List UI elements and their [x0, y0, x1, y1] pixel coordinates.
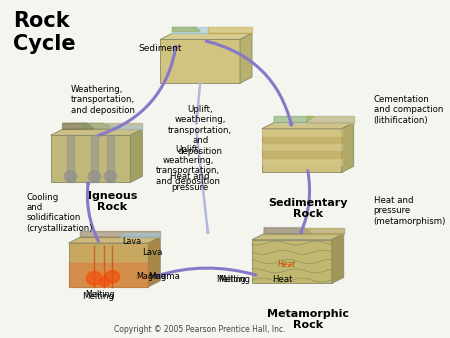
Text: Uplift,
weathering,
transportation,
and deposition: Uplift, weathering, transportation, and … — [156, 145, 220, 186]
Text: Uplift,
weathering,
transportation,
and
deposition: Uplift, weathering, transportation, and … — [168, 105, 232, 155]
Polygon shape — [120, 233, 160, 237]
Polygon shape — [50, 129, 142, 135]
Text: Cooling
and
solidification
(crystallization): Cooling and solidification (crystallizat… — [27, 193, 93, 233]
Text: Melting: Melting — [82, 292, 114, 301]
Polygon shape — [63, 123, 142, 129]
Text: Magma: Magma — [136, 272, 166, 281]
Circle shape — [104, 171, 117, 182]
Text: Sedimentary
Rock: Sedimentary Rock — [268, 198, 347, 219]
Text: Cementation
and compaction
(lithification): Cementation and compaction (lithificatio… — [374, 95, 443, 125]
Polygon shape — [208, 27, 252, 33]
Circle shape — [88, 171, 101, 182]
FancyArrowPatch shape — [206, 41, 292, 125]
Polygon shape — [68, 263, 148, 287]
Circle shape — [86, 272, 103, 285]
Polygon shape — [68, 237, 160, 243]
Text: Lava: Lava — [122, 237, 141, 246]
Text: Igneous
Rock: Igneous Rock — [88, 191, 137, 213]
Text: Rock
Cycle: Rock Cycle — [13, 11, 75, 54]
Text: Copyright © 2005 Pearson Prentice Hall, Inc.: Copyright © 2005 Pearson Prentice Hall, … — [114, 325, 286, 334]
Text: Heat: Heat — [272, 275, 292, 284]
Circle shape — [64, 171, 77, 182]
Text: Melting: Melting — [85, 290, 114, 299]
Polygon shape — [63, 123, 94, 129]
Polygon shape — [68, 243, 148, 287]
Circle shape — [99, 277, 110, 287]
FancyArrowPatch shape — [196, 83, 200, 123]
Polygon shape — [262, 128, 342, 136]
Text: Metamorphic
Rock: Metamorphic Rock — [267, 309, 349, 330]
Polygon shape — [91, 135, 98, 183]
Polygon shape — [148, 237, 160, 287]
Text: Melting: Melting — [218, 275, 250, 284]
Text: Heat: Heat — [278, 261, 296, 269]
Text: Melting: Melting — [216, 275, 246, 284]
Text: Heat and
pressure: Heat and pressure — [171, 172, 210, 192]
Circle shape — [84, 270, 105, 287]
FancyArrowPatch shape — [99, 47, 176, 135]
Polygon shape — [107, 135, 113, 183]
Polygon shape — [262, 128, 342, 172]
Circle shape — [97, 275, 112, 288]
Text: Weathering,
transportation,
and deposition: Weathering, transportation, and depositi… — [71, 85, 135, 115]
Polygon shape — [262, 150, 342, 158]
FancyArrowPatch shape — [87, 183, 99, 241]
Text: Magma: Magma — [148, 272, 180, 281]
Polygon shape — [160, 40, 240, 83]
Polygon shape — [274, 117, 314, 123]
Circle shape — [105, 271, 120, 283]
Polygon shape — [68, 135, 74, 183]
Polygon shape — [81, 231, 160, 237]
FancyArrowPatch shape — [156, 268, 256, 276]
Polygon shape — [332, 234, 344, 284]
Polygon shape — [306, 117, 354, 123]
Text: Lava: Lava — [142, 248, 163, 257]
Polygon shape — [252, 234, 344, 240]
Polygon shape — [262, 143, 342, 150]
Polygon shape — [130, 129, 142, 183]
Polygon shape — [262, 136, 342, 143]
Polygon shape — [240, 33, 252, 83]
Polygon shape — [252, 240, 332, 284]
Polygon shape — [110, 125, 142, 129]
FancyArrowPatch shape — [196, 128, 208, 233]
Polygon shape — [172, 27, 200, 31]
Polygon shape — [342, 123, 354, 172]
Polygon shape — [264, 227, 344, 234]
FancyArrowPatch shape — [300, 171, 310, 233]
Polygon shape — [172, 27, 208, 33]
Text: Sediment: Sediment — [139, 45, 182, 53]
Polygon shape — [78, 123, 118, 129]
Polygon shape — [262, 158, 342, 165]
Polygon shape — [262, 123, 354, 128]
Polygon shape — [50, 135, 130, 183]
Polygon shape — [264, 227, 312, 234]
Circle shape — [103, 269, 122, 285]
Polygon shape — [274, 117, 354, 123]
Polygon shape — [296, 227, 344, 234]
Text: Heat and
pressure
(metamorphism): Heat and pressure (metamorphism) — [374, 196, 446, 226]
Polygon shape — [160, 33, 252, 40]
